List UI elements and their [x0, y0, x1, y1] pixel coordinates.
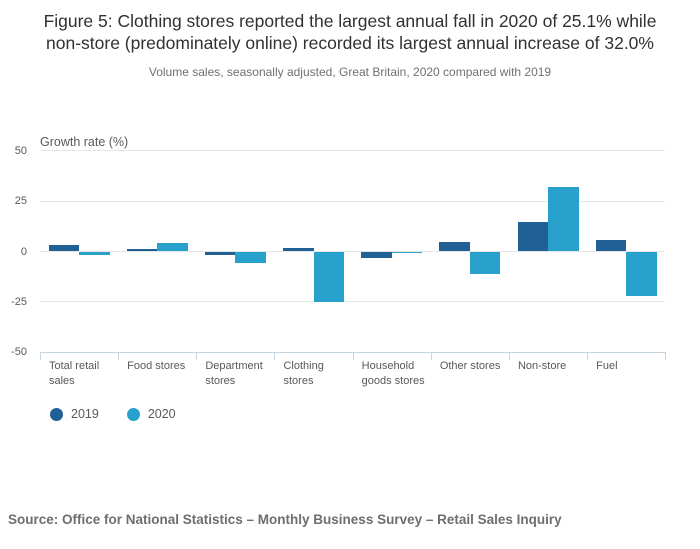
bar-chart: Growth rate (%) 50 25 0 -25 -50 Total retail …	[0, 130, 700, 390]
bar-2020-fuel	[626, 251, 657, 297]
x-axis-tick	[508, 352, 510, 361]
bar-2020-household-goods-stores	[391, 251, 423, 254]
x-axis-tick	[118, 352, 120, 361]
x-axis-tick	[40, 352, 41, 361]
x-axis-tick	[430, 352, 432, 361]
chart-subtitle: Volume sales, seasonally adjusted, Great…	[148, 65, 552, 79]
x-axis-tick	[587, 352, 589, 361]
x-axis-tick	[352, 352, 354, 361]
bar-2020-clothing-stores	[313, 251, 345, 303]
legend-dot-icon	[126, 407, 140, 421]
x-axis-tick	[196, 352, 198, 361]
x-axis-tick	[665, 352, 667, 361]
x-axis-label-clothing-stores: Clothing stores	[283, 360, 324, 387]
bar-2019-food-stores	[126, 248, 158, 252]
bar-2020-department-stores	[235, 251, 266, 264]
bar-2019-household-goods-stores	[361, 251, 392, 258]
bar-2019-department-stores	[204, 251, 236, 255]
legend-dot-icon	[50, 407, 63, 421]
legend-label: 2019	[71, 407, 99, 421]
x-axis-label-total-retail-sales: Total retail sales	[49, 360, 100, 387]
bar-2019-clothing-stores	[283, 248, 314, 252]
x-axis-label-other-stores: Other stores	[439, 360, 501, 373]
gridline-50	[40, 150, 666, 152]
source-text: Source: Office for National Statistics –…	[8, 512, 562, 527]
legend-label: 2020	[147, 407, 176, 421]
bar-2019-fuel	[595, 239, 627, 252]
y-tick-label: -25	[11, 295, 27, 308]
bar-2019-non-store	[517, 222, 549, 252]
x-axis-label-household-goods-stores: Household goods stores	[361, 360, 425, 387]
y-tick-label: 50	[14, 144, 27, 157]
chart-title: Figure 5: Clothing stores reported the l…	[43, 11, 657, 53]
gridline-25	[40, 200, 666, 202]
x-axis-tick	[274, 352, 276, 361]
y-tick-label: 0	[20, 245, 27, 258]
y-tick-label: -50	[11, 346, 27, 359]
y-tick-label: 25	[14, 195, 27, 208]
bar-2019-total-retail-sales	[48, 244, 80, 252]
x-axis-label-fuel: Fuel	[596, 360, 618, 373]
bar-2020-other-stores	[469, 251, 501, 274]
bar-2019-other-stores	[439, 242, 470, 252]
gridline--25	[40, 301, 666, 303]
x-axis-label-department-stores: Department stores	[205, 360, 263, 387]
legend-item-2019[interactable]: 2019	[50, 407, 99, 421]
bar-2020-food-stores	[157, 242, 188, 252]
chart-legend: 2019 2020	[50, 407, 176, 421]
y-axis-title: Growth rate (%)	[40, 135, 129, 149]
bar-2020-non-store	[548, 186, 579, 252]
bar-2020-total-retail-sales	[79, 251, 110, 256]
legend-item-2020[interactable]: 2020	[126, 407, 176, 421]
gridline-0	[40, 251, 666, 252]
x-axis-label-food-stores: Food stores	[127, 360, 186, 373]
x-axis-label-non-store: Non-store	[517, 360, 567, 373]
